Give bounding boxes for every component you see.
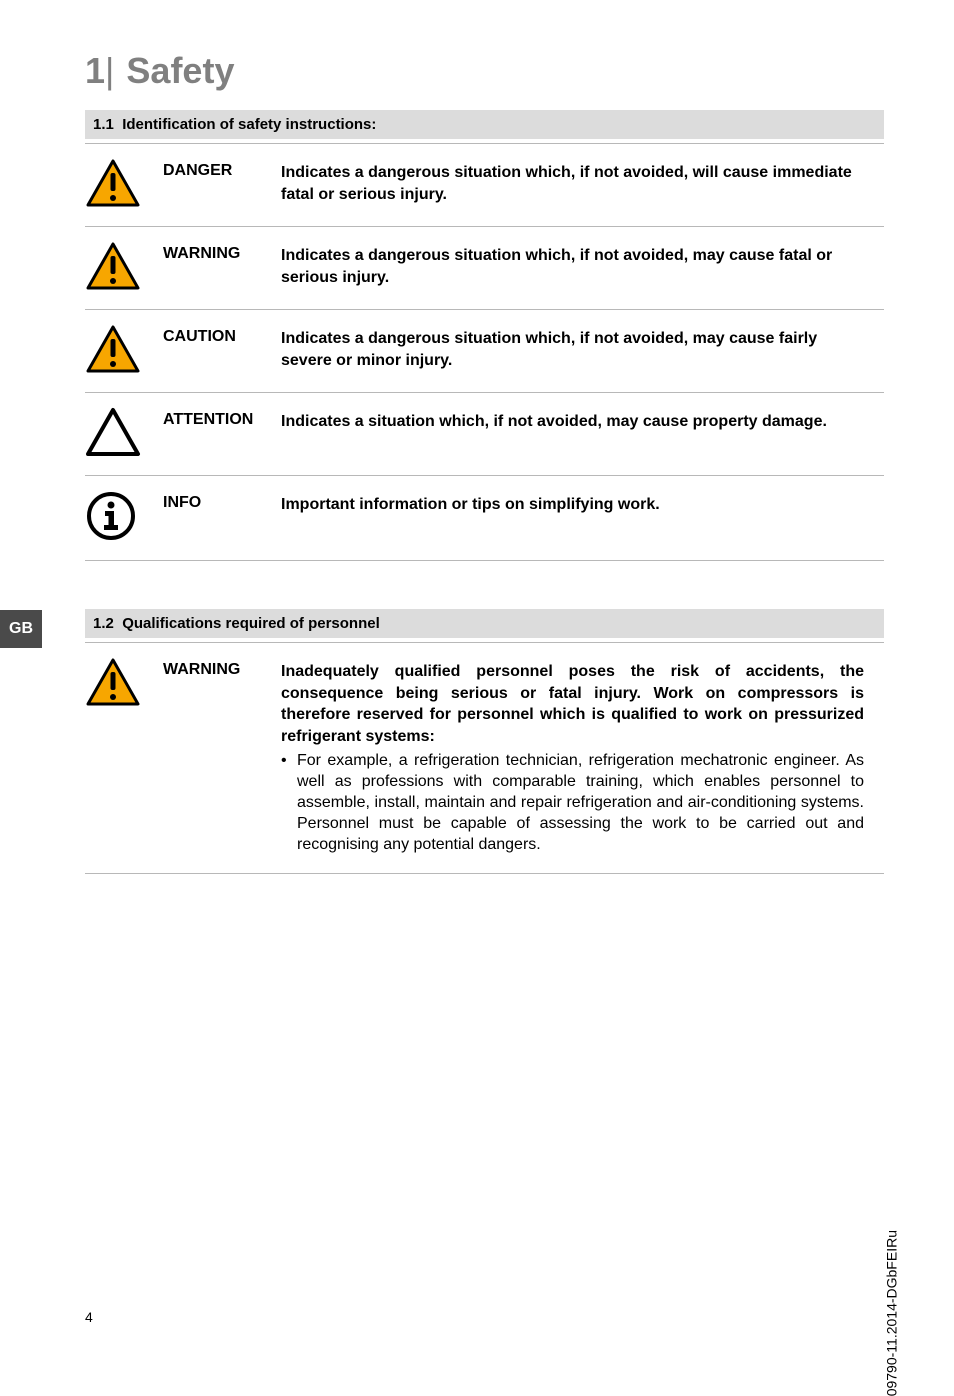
qualifications-row: WARNING Inadequately qualified personnel…	[85, 642, 884, 874]
danger-icon	[85, 156, 163, 208]
danger-label: DANGER	[163, 156, 281, 180]
qual-heading: Inadequately qualified personnel poses t…	[281, 661, 864, 747]
attention-desc: Indicates a situation which, if not avoi…	[281, 405, 884, 433]
bullet-dot: •	[281, 751, 297, 855]
page-number: 4	[85, 1309, 93, 1325]
qual-warning-icon	[85, 655, 163, 707]
safety-row-info: INFO Important information or tips on si…	[85, 476, 884, 561]
attention-label: ATTENTION	[163, 405, 281, 429]
chapter-divider: |	[105, 50, 114, 91]
chapter-heading: 1| Safety	[85, 50, 884, 92]
caution-label: CAUTION	[163, 322, 281, 346]
qual-label: WARNING	[163, 655, 281, 679]
chapter-title: Safety	[126, 50, 234, 91]
safety-row-attention: ATTENTION Indicates a situation which, i…	[85, 393, 884, 476]
safety-row-danger: DANGER Indicates a dangerous situation w…	[85, 143, 884, 227]
safety-row-caution: CAUTION Indicates a dangerous situation …	[85, 310, 884, 393]
section-2-header: 1.2 Qualifications required of personnel	[85, 609, 884, 638]
danger-desc: Indicates a dangerous situation which, i…	[281, 156, 884, 205]
section-1-header: 1.1 Identification of safety instruction…	[85, 110, 884, 139]
section-1-number: 1.1	[93, 116, 114, 133]
info-icon	[85, 488, 163, 542]
qual-bullet: • For example, a refrigeration technicia…	[281, 751, 864, 855]
info-desc: Important information or tips on simplif…	[281, 488, 884, 516]
warning-desc: Indicates a dangerous situation which, i…	[281, 239, 884, 288]
safety-row-warning: WARNING Indicates a dangerous situation …	[85, 227, 884, 310]
attention-icon	[85, 405, 163, 457]
section-2-title: Qualifications required of personnel	[122, 615, 380, 632]
info-label: INFO	[163, 488, 281, 512]
document-code: 09790-11.2014-DGbFEIRu	[883, 1230, 899, 1396]
section-2-number: 1.2	[93, 615, 114, 632]
caution-icon	[85, 322, 163, 374]
qual-bullet-text: For example, a refrigeration technician,…	[297, 751, 864, 855]
warning-label: WARNING	[163, 239, 281, 263]
warning-icon	[85, 239, 163, 291]
caution-desc: Indicates a dangerous situation which, i…	[281, 322, 884, 371]
section-1-title: Identification of safety instructions:	[122, 116, 376, 133]
chapter-number: 1	[85, 50, 105, 91]
qual-desc: Inadequately qualified personnel poses t…	[281, 655, 884, 855]
